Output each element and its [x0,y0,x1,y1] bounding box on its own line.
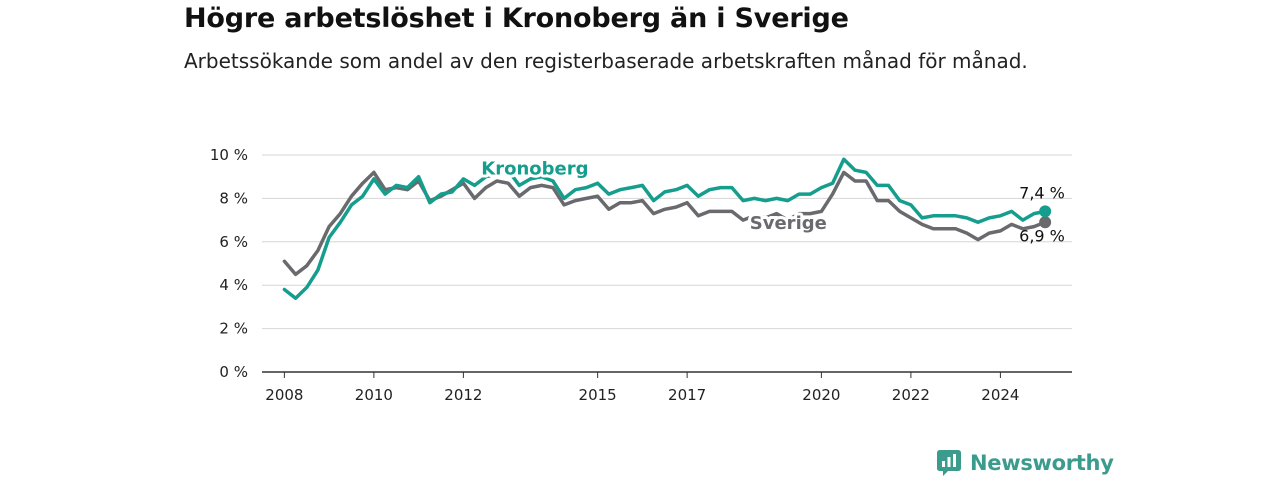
end-value-label-kronoberg: 7,4 % [1019,183,1065,202]
y-tick-label: 4 % [219,276,248,294]
y-tick-label: 8 % [219,189,248,207]
end-value-label-sverige: 6,9 % [1019,226,1065,245]
series-name-label-sverige: Sverige [750,213,827,234]
chart-subtitle: Arbetssökande som andel av den registerb… [184,49,1028,73]
series-lines [282,157,1052,300]
y-tick-label: 0 % [219,363,248,381]
y-tick-label: 6 % [219,233,248,251]
x-tick-label: 2010 [355,386,393,404]
chart-title: Högre arbetslöshet i Kronoberg än i Sver… [184,3,849,34]
x-tick-label: 2015 [579,386,617,404]
x-tick-label: 2012 [444,386,482,404]
end-point-sverige [1039,216,1052,229]
y-tick-label: 10 % [210,146,248,164]
gridlines [262,154,1072,373]
x-tick-label: 2024 [981,386,1019,404]
y-tick-label: 2 % [219,320,248,338]
x-tick-label: 2017 [668,386,706,404]
x-axis: 2008 2010 2012 2015 2017 2020 2022 2024 [265,372,1019,404]
end-point-kronoberg [1039,205,1052,218]
series-name-label-kronoberg: Kronoberg [481,159,588,180]
newsworthy-logo-icon [937,450,961,476]
x-tick-label: 2008 [265,386,303,404]
brand-name: Newsworthy [970,451,1114,475]
x-tick-label: 2020 [802,386,840,404]
series-labels: 6,9 % 7,4 % Kronoberg Sverige [478,156,1065,246]
series-line-sverige [282,170,1047,277]
x-tick-label: 2022 [892,386,930,404]
y-axis: 0 % 2 % 4 % 6 % 8 % 10 % [210,146,248,381]
newsworthy-logo[interactable]: Newsworthy [936,447,1114,479]
series-line-kronoberg [282,157,1047,300]
